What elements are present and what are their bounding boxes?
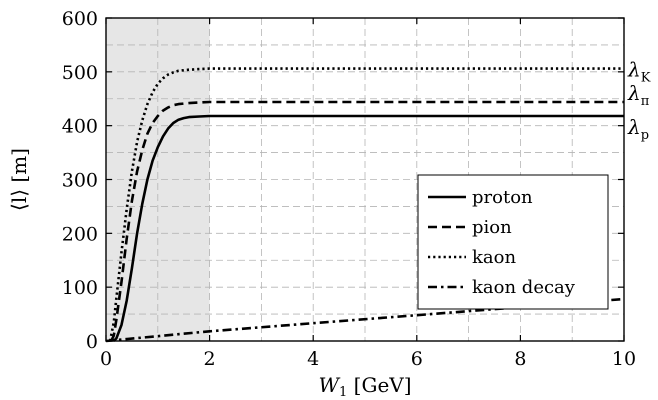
y-axis-label: ⟨l⟩ [m] (7, 148, 31, 211)
x-tick-label: 2 (204, 348, 216, 370)
y-tick-label: 400 (62, 116, 98, 138)
end-label-proton: λp (627, 115, 649, 143)
x-axis-label-unit: [GeV] (347, 373, 411, 397)
x-tick-label: 0 (100, 348, 112, 370)
y-tick-label: 500 (62, 62, 98, 84)
x-axis-label-main: W (318, 373, 340, 397)
x-tick-label: 10 (612, 348, 636, 370)
x-axis-label-sub: 1 (339, 385, 347, 400)
y-tick-label: 100 (62, 277, 98, 299)
legend-label: kaon decay (472, 277, 576, 298)
y-tick-label: 300 (62, 170, 98, 192)
legend-label: pion (472, 217, 512, 238)
legend: proton pion kaon kaon decay (417, 174, 609, 310)
y-axis-ticks: 0 100 200 300 400 500 600 (62, 8, 624, 353)
x-axis-ticks: 0 2 4 6 8 10 (100, 18, 636, 370)
x-tick-label: 4 (307, 348, 319, 370)
end-label-pion: λπ (627, 81, 650, 109)
x-axis-label: W1 [GeV] (318, 373, 411, 400)
x-tick-label: 8 (514, 348, 526, 370)
y-tick-label: 600 (62, 8, 98, 30)
y-tick-label: 200 (62, 223, 98, 245)
x-tick-label: 6 (411, 348, 423, 370)
series-line-proton (112, 114, 624, 342)
end-label-kaon: λK (627, 58, 651, 86)
legend-label: proton (472, 187, 533, 208)
y-tick-label: 0 (86, 331, 98, 353)
legend-label: kaon (472, 247, 516, 268)
